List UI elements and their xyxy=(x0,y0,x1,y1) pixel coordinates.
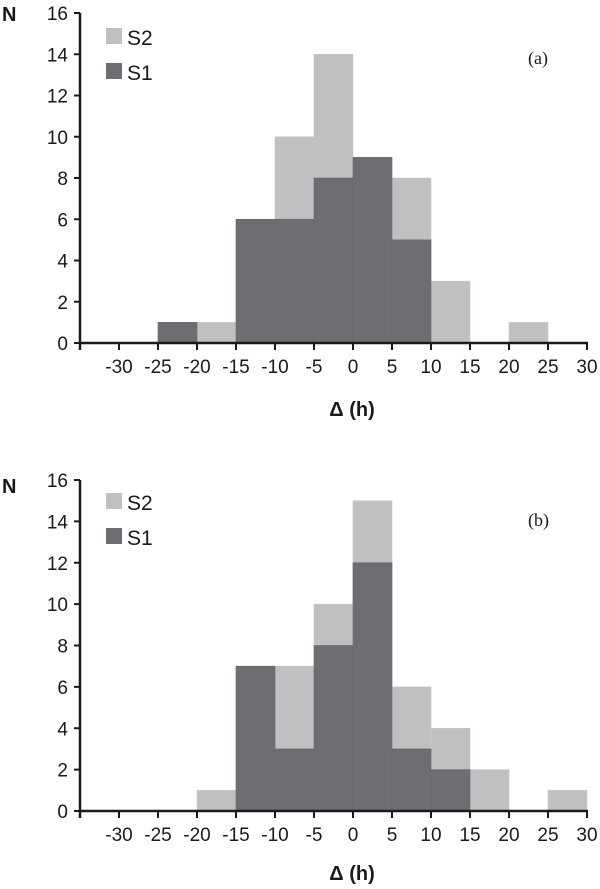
x-tick-label: 5 xyxy=(387,825,398,846)
bar-s1 xyxy=(430,769,471,812)
y-tick-label: 14 xyxy=(47,512,69,533)
y-tick-label: 6 xyxy=(57,210,68,231)
chart-a-svg: 0 2 4 6 8 10 12 14 16 -30 -25 -20 -15 -10 -5 0 5 10 15 20 25… xyxy=(2,4,598,421)
bar-s1 xyxy=(274,218,315,344)
x-tick-label: 20 xyxy=(498,357,519,378)
bar-s2 xyxy=(196,790,237,812)
y-tick-label: 16 xyxy=(47,4,68,25)
x-tick-label: 5 xyxy=(387,357,398,378)
bar-s1 xyxy=(352,157,393,344)
y-tick-label: 8 xyxy=(57,169,68,190)
y-axis-title-b: N xyxy=(2,476,16,498)
y-tick-label: 0 xyxy=(57,802,68,823)
y-tick-label: 12 xyxy=(47,87,68,108)
x-tick-label: 25 xyxy=(537,825,558,846)
y-tick-label: 12 xyxy=(47,554,68,575)
bar-s2 xyxy=(547,790,588,812)
y-tick-label: 0 xyxy=(57,334,68,355)
legend-b: S2 S1 xyxy=(106,492,153,550)
y-tick-label: 14 xyxy=(47,45,69,66)
x-tick-label: -20 xyxy=(183,825,210,846)
y-tick-label: 10 xyxy=(47,128,68,149)
legend-swatch-s1 xyxy=(106,63,122,79)
bars-a xyxy=(157,53,549,344)
histogram-panel-a: 0 2 4 6 8 10 12 14 16 -30 -25 -20 -15 -10 -5 0 5 10 15 20 25… xyxy=(2,4,598,421)
legend-swatch-s2 xyxy=(106,28,122,44)
bar-s2 xyxy=(196,322,237,344)
x-tick-label: -20 xyxy=(183,357,210,378)
y-tick-label: 4 xyxy=(57,252,68,273)
y-tick-label: 4 xyxy=(57,719,68,740)
legend-a: S2 S1 xyxy=(106,27,153,85)
legend-swatch-s2 xyxy=(106,493,122,509)
y-tick-label: 10 xyxy=(47,595,68,616)
x-tick-label: 10 xyxy=(420,357,441,378)
x-tick-label: -25 xyxy=(144,357,171,378)
bar-s2 xyxy=(508,322,549,344)
x-tick-label: -15 xyxy=(222,357,249,378)
bar-s1 xyxy=(157,322,198,344)
x-tick-label: 30 xyxy=(576,825,597,846)
x-tick-label: 0 xyxy=(348,357,359,378)
x-tick-label: -30 xyxy=(105,825,132,846)
legend-label-s2: S2 xyxy=(127,27,153,50)
axes-a: 0 2 4 6 8 10 12 14 16 -30 -25 -20 -15 -10 -5 0 5 10 15 20 25… xyxy=(47,4,598,378)
x-tick-label: -30 xyxy=(105,357,132,378)
y-tick-label: 2 xyxy=(57,293,68,314)
histogram-panel-b: 0 2 4 6 8 10 12 14 16 -30 -25 -20 -15 -10 -5 0 5 10 15 20 25… xyxy=(0,467,600,889)
x-tick-label: -5 xyxy=(306,357,323,378)
x-tick-label: -15 xyxy=(222,825,249,846)
x-axis-title-a: Δ (h) xyxy=(329,399,374,421)
x-tick-label: -25 xyxy=(144,825,171,846)
legend-swatch-s1 xyxy=(106,528,122,544)
bar-s1 xyxy=(313,645,354,812)
y-axis-title-a: N xyxy=(2,4,16,26)
bar-s1 xyxy=(235,218,276,344)
bar-s1 xyxy=(352,562,393,812)
bar-s1 xyxy=(391,748,432,812)
legend-label-s1: S1 xyxy=(127,62,153,85)
chart-b-svg: 0 2 4 6 8 10 12 14 16 -30 -25 -20 -15 -10 -5 0 5 10 15 20 25… xyxy=(2,471,598,885)
bar-s1 xyxy=(313,177,354,344)
y-tick-label: 2 xyxy=(57,761,68,782)
x-axis-title-b: Δ (h) xyxy=(329,863,374,885)
x-tick-label: -5 xyxy=(306,825,323,846)
bars-b xyxy=(196,500,588,812)
x-tick-label: 25 xyxy=(537,357,558,378)
x-tick-label: -10 xyxy=(261,357,288,378)
y-tick-label: 8 xyxy=(57,637,68,658)
bar-s2 xyxy=(430,280,471,344)
x-tick-label: 20 xyxy=(498,825,519,846)
axes-b: 0 2 4 6 8 10 12 14 16 -30 -25 -20 -15 -10 -5 0 5 10 15 20 25… xyxy=(47,471,598,846)
x-tick-label: 0 xyxy=(348,825,359,846)
y-tick-label: 6 xyxy=(57,678,68,699)
bar-s1 xyxy=(391,239,432,344)
panel-tag-a: (a) xyxy=(528,48,548,69)
x-tick-label: 10 xyxy=(420,825,441,846)
bar-s2 xyxy=(469,769,510,812)
x-tick-label: 15 xyxy=(459,825,480,846)
y-tick-label: 16 xyxy=(47,471,68,492)
panel-tag-b: (b) xyxy=(528,510,549,531)
x-tick-label: 15 xyxy=(459,357,480,378)
x-tick-label: -10 xyxy=(261,825,288,846)
bar-s1 xyxy=(274,748,315,812)
bar-s1 xyxy=(235,665,276,812)
x-tick-label: 30 xyxy=(576,357,597,378)
legend-label-s2: S2 xyxy=(127,492,153,515)
legend-label-s1: S1 xyxy=(127,527,153,550)
